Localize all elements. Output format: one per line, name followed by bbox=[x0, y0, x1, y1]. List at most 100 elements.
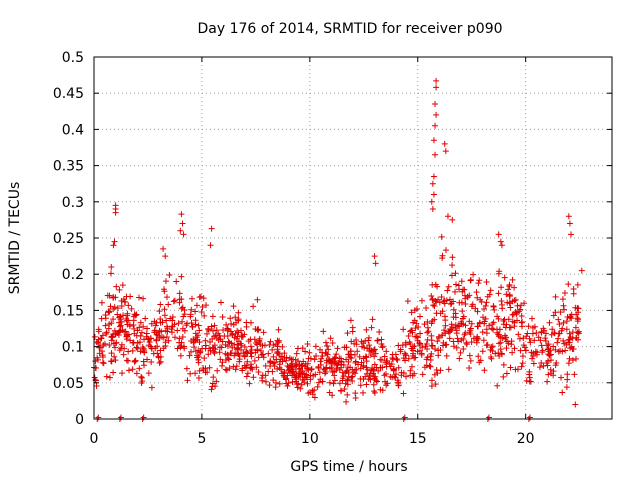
data-point bbox=[418, 351, 425, 358]
data-point bbox=[118, 303, 125, 310]
data-point bbox=[368, 324, 375, 331]
data-point bbox=[551, 330, 558, 337]
data-point bbox=[111, 238, 118, 245]
data-point bbox=[187, 313, 194, 320]
data-point bbox=[223, 321, 230, 328]
data-point bbox=[138, 374, 145, 381]
data-point bbox=[367, 376, 374, 383]
data-point bbox=[559, 296, 566, 303]
data-point bbox=[509, 311, 516, 318]
data-point bbox=[235, 344, 242, 351]
data-point bbox=[468, 339, 475, 346]
data-point bbox=[210, 327, 217, 334]
data-point bbox=[433, 84, 440, 91]
data-point bbox=[563, 318, 570, 325]
data-point bbox=[365, 334, 372, 341]
data-point bbox=[125, 348, 132, 355]
data-point bbox=[192, 321, 199, 328]
data-point bbox=[564, 313, 571, 320]
data-point bbox=[120, 312, 127, 319]
data-point bbox=[107, 303, 114, 310]
data-point bbox=[405, 332, 412, 339]
data-point bbox=[517, 306, 524, 313]
data-point bbox=[521, 344, 528, 351]
data-point bbox=[260, 329, 267, 336]
data-point bbox=[314, 383, 321, 390]
data-point bbox=[475, 353, 482, 360]
data-point bbox=[234, 333, 241, 340]
data-point bbox=[202, 365, 209, 372]
data-point bbox=[106, 341, 113, 348]
data-point bbox=[449, 254, 456, 261]
data-point bbox=[248, 347, 255, 354]
data-point bbox=[481, 367, 488, 374]
data-point bbox=[155, 354, 162, 361]
data-point bbox=[523, 333, 530, 340]
data-point bbox=[428, 320, 435, 327]
data-point bbox=[117, 323, 124, 330]
data-point bbox=[215, 330, 222, 337]
data-point bbox=[315, 363, 322, 370]
y-tick-label: 0.15 bbox=[53, 303, 84, 319]
data-point bbox=[95, 414, 102, 421]
data-point bbox=[259, 372, 266, 379]
data-point bbox=[328, 364, 335, 371]
data-point bbox=[439, 308, 446, 315]
data-point bbox=[432, 122, 439, 129]
data-point bbox=[254, 346, 261, 353]
data-point bbox=[522, 347, 529, 354]
data-point bbox=[218, 299, 225, 306]
data-point bbox=[500, 321, 507, 328]
data-point bbox=[437, 346, 444, 353]
data-point bbox=[276, 364, 283, 371]
data-point bbox=[400, 326, 407, 333]
data-point bbox=[95, 326, 102, 333]
data-point bbox=[235, 316, 242, 323]
data-point bbox=[363, 326, 370, 333]
data-point bbox=[195, 353, 202, 360]
data-point bbox=[311, 356, 318, 363]
data-point bbox=[247, 350, 254, 357]
data-point bbox=[179, 318, 186, 325]
data-point bbox=[133, 344, 140, 351]
data-point bbox=[320, 328, 327, 335]
data-point bbox=[136, 324, 143, 331]
data-point bbox=[400, 369, 407, 376]
data-point bbox=[458, 337, 465, 344]
data-point bbox=[227, 328, 234, 335]
data-point bbox=[336, 366, 343, 373]
data-point bbox=[438, 294, 445, 301]
data-point bbox=[179, 220, 186, 227]
data-point bbox=[405, 355, 412, 362]
data-point bbox=[506, 283, 513, 290]
data-point bbox=[446, 335, 453, 342]
data-point bbox=[333, 351, 340, 358]
data-point bbox=[230, 303, 237, 310]
data-point bbox=[176, 296, 183, 303]
data-point bbox=[432, 381, 439, 388]
data-point bbox=[241, 362, 248, 369]
data-point bbox=[481, 306, 488, 313]
data-point bbox=[516, 335, 523, 342]
data-point bbox=[187, 370, 194, 377]
data-point bbox=[428, 377, 435, 384]
data-point bbox=[127, 337, 134, 344]
data-point bbox=[180, 231, 187, 238]
data-point bbox=[234, 327, 241, 334]
data-point bbox=[347, 354, 354, 361]
data-point bbox=[280, 372, 287, 379]
data-point bbox=[336, 380, 343, 387]
data-point bbox=[297, 385, 304, 392]
y-tick-label: 0.2 bbox=[62, 267, 84, 283]
axis-ticks bbox=[93, 56, 612, 420]
data-point bbox=[342, 380, 349, 387]
data-point bbox=[526, 414, 533, 421]
data-point bbox=[175, 320, 182, 327]
data-point bbox=[194, 352, 201, 359]
data-point bbox=[545, 371, 552, 378]
data-point bbox=[383, 358, 390, 365]
data-point bbox=[503, 370, 510, 377]
data-point bbox=[239, 365, 246, 372]
data-point bbox=[284, 363, 291, 370]
data-point bbox=[404, 298, 411, 305]
